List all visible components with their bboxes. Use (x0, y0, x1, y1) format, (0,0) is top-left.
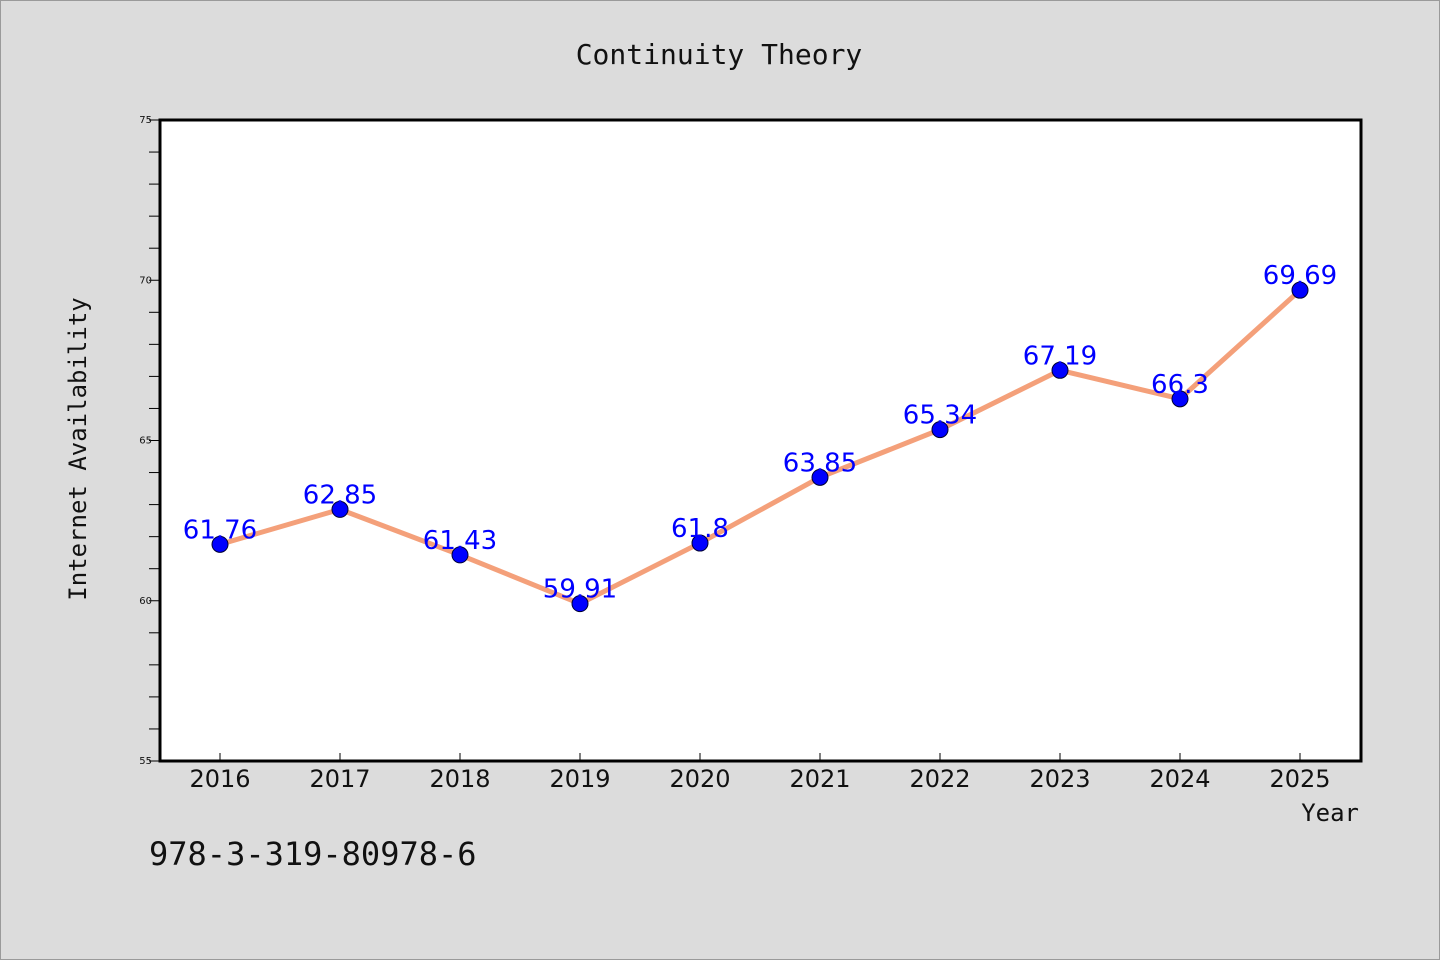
data-labels: 61.76 62.85 61.43 59.91 61.8 63.85 65.34 67.19 6… (183, 261, 1337, 604)
data-label: 61.8 (671, 514, 729, 544)
y-tick-label: 75 (139, 115, 152, 126)
data-label: 62.85 (303, 480, 377, 510)
x-tick-label: 2024 (1149, 765, 1210, 793)
data-point-marker (811, 468, 829, 486)
y-tick-label: 65 (139, 436, 152, 447)
y-minor-ticks (149, 151, 160, 730)
data-label: 59.91 (543, 575, 617, 605)
x-tick-label: 2018 (429, 765, 490, 793)
y-axis-label: Internet Availability (64, 297, 92, 600)
data-label: 65.34 (903, 401, 977, 431)
data-point-marker (331, 500, 349, 518)
x-tick-label: 2021 (789, 765, 850, 793)
data-point-marker (1051, 361, 1069, 379)
x-tick-label: 2022 (909, 765, 970, 793)
y-tick-label: 55 (139, 756, 152, 767)
data-point-marker (1291, 281, 1309, 299)
data-label: 61.43 (423, 526, 497, 556)
x-tick-label: 2016 (189, 765, 250, 793)
x-axis-ticks: 2016 2017 2018 2019 2020 2021 2022 2023 2024 2025 (189, 753, 1331, 793)
isbn-text: 978-3-319-80978-6 (149, 835, 477, 873)
x-tick-label: 2019 (549, 765, 610, 793)
y-tick-label: 60 (139, 596, 152, 607)
data-point-marker (571, 595, 589, 613)
data-point-marker (931, 421, 949, 439)
y-axis-ticks: 55 60 65 70 75 (139, 115, 160, 767)
x-tick-label: 2025 (1269, 765, 1330, 793)
x-axis-label: Year (1301, 799, 1359, 827)
x-tick-label: 2017 (309, 765, 370, 793)
x-tick-label: 2023 (1029, 765, 1090, 793)
data-point-marker (211, 535, 229, 553)
series-line (217, 287, 1303, 607)
data-point-marker (1171, 390, 1189, 408)
data-label: 67.19 (1023, 341, 1097, 371)
data-label: 69.69 (1263, 261, 1337, 291)
data-point-marker (451, 546, 469, 564)
data-point-marker (691, 534, 709, 552)
data-label: 63.85 (783, 448, 857, 478)
plot-area (160, 120, 1361, 761)
chart-title: Continuity Theory (576, 38, 863, 71)
x-tick-label: 2020 (669, 765, 730, 793)
y-tick-label: 70 (139, 275, 152, 286)
data-label: 66.3 (1151, 370, 1209, 400)
plot-frame (158, 118, 1363, 763)
data-markers (211, 281, 1309, 613)
data-label: 61.76 (183, 515, 257, 545)
